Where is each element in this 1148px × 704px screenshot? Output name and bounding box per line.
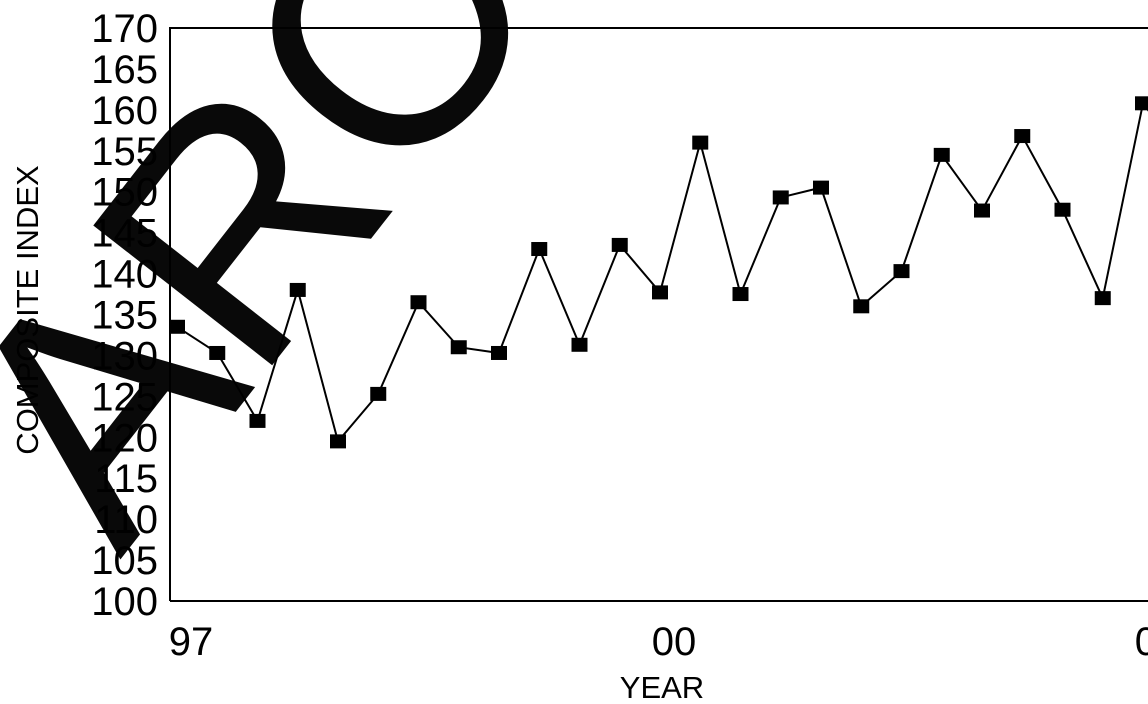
y-tick-label: 140 [91,253,158,297]
series-layer [169,96,1148,449]
y-tick-label: 150 [91,171,158,215]
y-axis-ticks: 1001051101151201251301351401451501551601… [91,7,158,624]
data-point-marker [611,237,628,252]
x-axis-label: YEAR [620,670,704,704]
y-tick-label: 160 [91,89,158,133]
data-point-marker [531,242,548,257]
y-tick-label: 155 [91,130,158,174]
data-point-marker [491,345,507,360]
x-axis-ticks: 97 00 03 [169,620,1148,664]
data-point-marker [330,434,346,449]
y-tick-label: 105 [91,539,158,583]
y-tick-label: 135 [91,294,158,338]
data-point-marker [1135,96,1148,111]
data-point-marker [1014,129,1031,144]
y-tick-label: 165 [91,48,158,92]
data-point-marker [732,287,749,302]
x-tick-label: 03 [1135,620,1148,664]
y-tick-label: 125 [91,375,158,419]
data-point-marker [692,135,709,150]
data-point-marker [571,337,588,352]
data-point-marker [289,282,306,297]
y-tick-label: 110 [94,498,158,542]
data-point-marker [1054,202,1071,217]
y-tick-label: 130 [91,334,158,378]
y-tick-label: 170 [91,7,158,51]
plot-frame [169,27,1148,601]
data-point-marker [652,285,668,300]
data-point-marker [410,295,427,310]
data-point-marker [450,340,467,355]
y-axis-label: COMPOSITE INDEX [10,165,45,455]
data-point-marker [370,386,387,401]
data-point-marker [249,413,266,428]
y-tick-label: 115 [94,457,158,501]
x-tick-label: 97 [169,620,214,664]
plot-area [169,27,1148,602]
data-point-marker [772,190,789,205]
data-point-marker [933,147,950,162]
y-tick-label: 145 [91,212,158,256]
data-point-marker [813,180,829,195]
y-tick-label: 100 [91,580,158,624]
data-point-marker [853,299,870,314]
data-point-marker [974,203,990,218]
data-point-marker [893,264,910,279]
data-point-marker [1094,291,1111,306]
data-point-marker [169,319,185,334]
data-point-marker [209,345,226,360]
x-tick-label: 00 [652,620,697,664]
y-tick-label: 120 [91,416,158,460]
